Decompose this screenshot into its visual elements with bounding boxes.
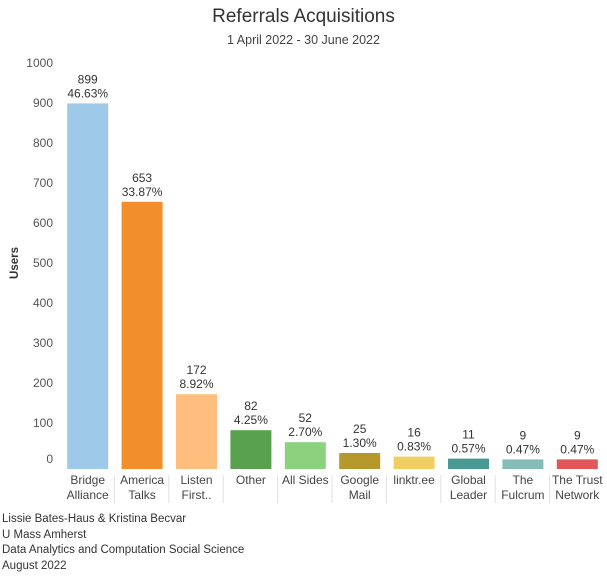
bar [176, 394, 217, 469]
x-tick-label: linktr.ee [393, 473, 435, 487]
y-tick-label: 1000 [26, 56, 53, 70]
x-tick-label: America [120, 473, 164, 487]
bar-chart: Users 0 100 200 300 400 500 600 700 800 900 1000 899… [9, 56, 603, 503]
bar-value-label: 82 [244, 399, 258, 413]
y-tick-label: 0 [46, 452, 53, 466]
x-tick-label: All Sides [282, 473, 329, 487]
y-tick-label: 300 [33, 336, 53, 350]
x-tick-label: Leader [450, 488, 487, 502]
x-tick-label: Google [340, 473, 379, 487]
x-tick-label: Fulcrum [501, 488, 544, 502]
bar [502, 459, 544, 469]
x-tick-label: Alliance [67, 488, 109, 502]
bar-value-label: 172 [186, 363, 206, 377]
y-tick-label: 700 [33, 176, 53, 190]
y-tick-label: 100 [33, 416, 53, 430]
x-tick-label: Listen [180, 473, 212, 487]
credit-line: August 2022 [2, 559, 67, 572]
bar-value-label: 9 [574, 428, 581, 442]
bar-value-label: 25 [353, 422, 367, 436]
bar-percent-label: 33.87% [122, 185, 163, 199]
credits: Lissie Bates-Haus & Kristina Becvar U Ma… [2, 512, 244, 574]
chart-title: Referrals Acquisitions [212, 6, 395, 27]
bar [339, 453, 381, 469]
bar-percent-label: 0.57% [451, 442, 485, 456]
x-tick-label: Talks [128, 488, 155, 502]
bar-value-label: 9 [520, 428, 527, 442]
credit-line: Data Analytics and Computation Social Sc… [2, 544, 245, 556]
y-tick-label: 500 [33, 256, 53, 270]
x-tick-label: The [513, 473, 534, 487]
bar [230, 430, 272, 469]
bar-percent-label: 0.47% [560, 442, 594, 456]
credit-line: U Mass Amherst [2, 528, 87, 541]
bar [121, 201, 163, 470]
bar-percent-label: 8.92% [179, 377, 213, 391]
bar-value-label: 52 [299, 411, 313, 425]
x-tick-label: Bridge [70, 473, 105, 487]
y-tick-label: 400 [33, 296, 53, 310]
bar-value-label: 653 [132, 171, 152, 185]
x-tick-label: Network [555, 488, 600, 502]
credit-line: Lissie Bates-Haus & Kristina Becvar [2, 513, 187, 525]
bar-value-label: 11 [462, 428, 475, 442]
bar-percent-label: 0.47% [506, 442, 540, 456]
bar [284, 442, 326, 469]
x-tick-label: The Trust [552, 473, 603, 487]
y-tick-label: 600 [33, 216, 53, 230]
bar-percent-label: 2.70% [288, 425, 322, 439]
bar-value-label: 899 [78, 72, 98, 86]
bar [448, 458, 489, 469]
x-tick-label: Mail [349, 488, 371, 502]
chart-subtitle: 1 April 2022 - 30 June 2022 [227, 33, 380, 47]
bar [393, 456, 435, 469]
bar-percent-label: 1.30% [343, 436, 377, 450]
y-tick-label: 200 [33, 376, 53, 390]
bar [67, 103, 109, 470]
y-tick-label: 900 [33, 96, 53, 110]
x-tick-label: First.. [182, 488, 212, 502]
bar-value-label: 16 [407, 426, 421, 440]
y-axis-label: Users [9, 247, 21, 279]
bar-percent-label: 0.83% [397, 440, 431, 454]
y-tick-label: 800 [33, 136, 53, 150]
bar-percent-label: 4.25% [234, 413, 268, 427]
bar [556, 459, 598, 469]
x-tick-label: Other [236, 473, 266, 487]
bar-percent-label: 46.63% [67, 86, 108, 100]
x-tick-label: Global [451, 473, 486, 487]
